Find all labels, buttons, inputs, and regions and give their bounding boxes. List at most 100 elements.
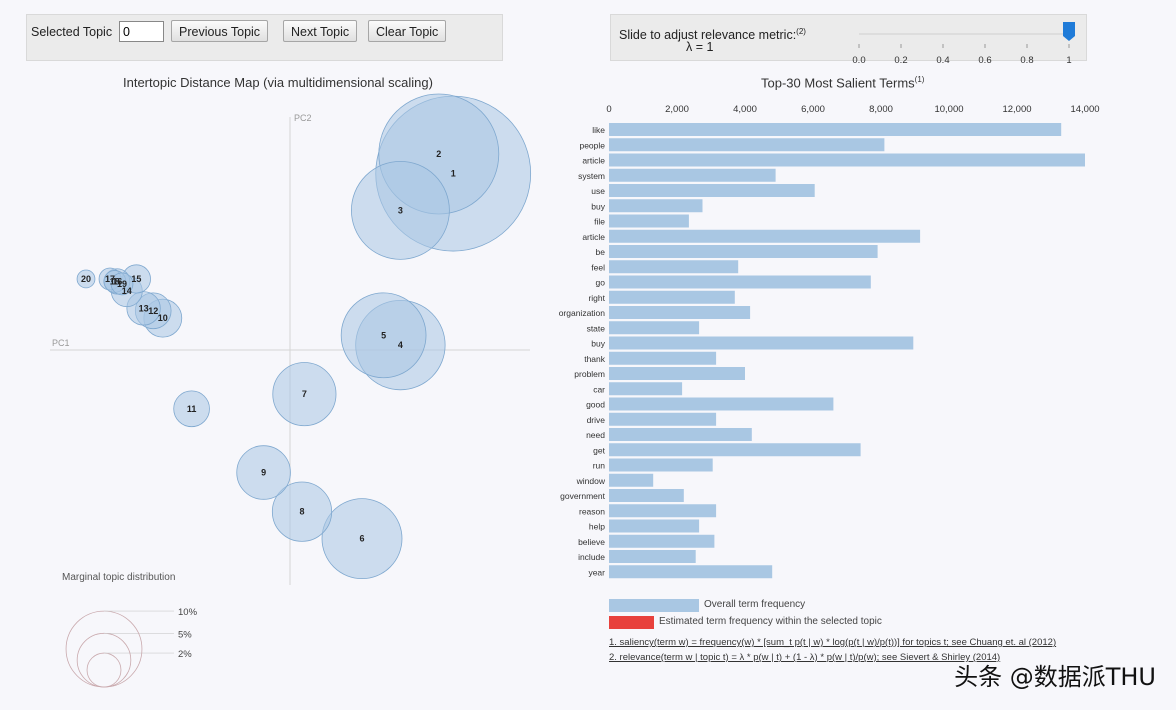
slider-tick-label: 0.4 (936, 55, 949, 66)
slider-label-footnote: (2) (796, 27, 806, 36)
topic-label-16: 16 (112, 276, 122, 286)
pc1-axis-label: PC1 (52, 338, 70, 348)
term-label-5: buy (591, 201, 605, 211)
term-label-25: reason (579, 506, 605, 516)
topic-label-14: 14 (122, 286, 132, 296)
term-label-19: drive (587, 415, 606, 425)
legend-size-label-2: 10% (178, 607, 198, 618)
topic-bubble-9 (236, 445, 291, 500)
slider-tick-label: 0.8 (1020, 55, 1033, 66)
footnote-relevance: 2. relevance(term w | topic t) = λ * p(w… (609, 652, 1001, 663)
bar-overall-12 (609, 306, 751, 319)
term-label-10: go (596, 278, 606, 288)
legend-size-label-1: 5% (178, 629, 192, 640)
x-tick-label: 0 (606, 104, 611, 115)
legend-size-label-0: 2% (178, 649, 192, 660)
term-label-14: buy (591, 339, 605, 349)
topic-label-13: 13 (139, 303, 149, 313)
term-label-1: people (579, 140, 605, 150)
bar-overall-22 (609, 458, 713, 472)
bar-overall-21 (609, 443, 861, 457)
term-label-24: government (560, 491, 606, 501)
relevance-slider-panel (610, 14, 1087, 61)
term-label-23: window (576, 476, 606, 486)
topic-bubble-3 (351, 160, 450, 260)
term-label-12: organization (559, 308, 606, 318)
salient-terms-bar-chart: 0 2,000 4,000 6,000 8,000 10,000 12,000 14,000 l… (559, 104, 1100, 579)
bar-overall-3 (609, 168, 776, 182)
bar-overall-27 (609, 534, 715, 548)
topic-label-17: 17 (105, 274, 115, 284)
bar-overall-1 (609, 138, 885, 152)
topic-label-6: 6 (359, 534, 364, 544)
bar-overall-0 (609, 123, 1062, 136)
bar-overall-13 (609, 321, 700, 335)
bar-overall-17 (609, 382, 683, 396)
term-label-17: car (593, 384, 605, 394)
term-label-18: good (586, 400, 605, 410)
term-label-3: system (578, 171, 605, 181)
bar-title-text: Top-30 Most Salient Terms (761, 75, 915, 91)
bar-overall-26 (609, 519, 700, 533)
slider-tick-label: 0.6 (978, 55, 991, 66)
bar-overall-14 (609, 336, 914, 350)
x-tick-label: 12,000 (1002, 104, 1031, 115)
watermark-text: 头条 @数据派THU (954, 663, 1156, 691)
term-label-27: believe (578, 537, 605, 547)
term-label-22: run (593, 461, 606, 471)
legend-selected-label: Estimated term frequency within the sele… (659, 616, 882, 627)
bar-overall-4 (609, 184, 815, 197)
legend-circle-1 (76, 632, 132, 688)
x-tick-label: 4,000 (733, 104, 757, 115)
legend-overall-swatch (609, 599, 699, 612)
topic-label-4: 4 (398, 340, 403, 350)
slider-label-text: Slide to adjust relevance metric: (619, 28, 797, 43)
topic-label-11: 11 (187, 404, 197, 414)
next-topic-button[interactable]: Next Topic (283, 20, 358, 42)
topic-bubble-20 (76, 269, 96, 289)
slider-label-line1: Slide to adjust relevance metric:(2) (619, 27, 806, 42)
bar-overall-18 (609, 397, 834, 411)
bar-overall-6 (609, 214, 689, 228)
topic-label-12: 12 (148, 306, 158, 316)
size-legend-title: Marginal topic distribution (62, 572, 176, 583)
topic-bubble-7 (272, 362, 337, 427)
bar-overall-19 (609, 412, 717, 426)
selected-topic-input[interactable] (119, 21, 164, 42)
legend-selected-swatch (609, 616, 654, 629)
slider-lambda-value: λ = 1 (686, 40, 714, 54)
term-label-28: include (578, 552, 605, 562)
bar-overall-5 (609, 199, 703, 213)
legend-circle-0 (86, 652, 122, 688)
term-label-2: article (582, 156, 605, 166)
slider-handle[interactable] (1063, 22, 1075, 41)
term-label-15: thank (584, 354, 606, 364)
bar-overall-10 (609, 275, 871, 289)
size-legend: 2% 5% 10% (65, 607, 198, 688)
term-label-21: get (593, 445, 605, 455)
bar-overall-20 (609, 428, 752, 441)
x-tick-label: 6,000 (801, 104, 825, 115)
bar-overall-9 (609, 260, 739, 274)
bar-overall-29 (609, 565, 773, 579)
clear-topic-button[interactable]: Clear Topic (368, 20, 447, 42)
relevance-slider[interactable]: 0.0 0.2 0.4 0.6 0.8 1 (845, 14, 1105, 66)
bar-overall-15 (609, 351, 717, 365)
bar-overall-24 (609, 489, 684, 502)
previous-topic-button[interactable]: Previous Topic (171, 20, 269, 42)
topic-label-1: 1 (451, 169, 456, 179)
term-label-20: need (586, 430, 605, 440)
topic-bubble-5 (340, 292, 427, 379)
x-tick-label: 10,000 (934, 104, 963, 115)
bar-title: Top-30 Most Salient Terms(1) (761, 75, 924, 90)
slider-tick-label: 0.0 (852, 55, 865, 66)
topic-label-20: 20 (81, 274, 91, 284)
bar-title-footnote: (1) (914, 75, 925, 84)
x-tick-label: 8,000 (869, 104, 893, 115)
selected-topic-label: Selected Topic (31, 25, 113, 39)
topic-label-10: 10 (158, 313, 168, 323)
scatter-title: Intertopic Distance Map (via multidimens… (123, 75, 433, 90)
topic-bubble-19 (110, 272, 134, 296)
term-label-8: be (596, 247, 606, 257)
